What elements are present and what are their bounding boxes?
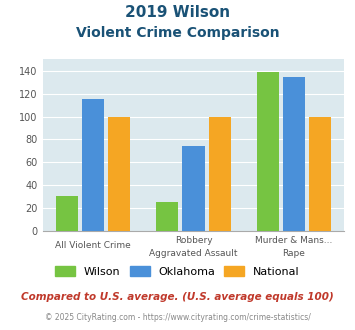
Bar [56,196,78,231]
Text: Robbery: Robbery [175,236,212,245]
Bar [257,72,279,231]
Legend: Wilson, Oklahoma, National: Wilson, Oklahoma, National [51,261,304,281]
Bar [108,116,130,231]
Text: © 2025 CityRating.com - https://www.cityrating.com/crime-statistics/: © 2025 CityRating.com - https://www.city… [45,314,310,322]
Bar [208,116,231,231]
Bar [309,116,331,231]
Bar [283,77,305,231]
Text: Aggravated Assault: Aggravated Assault [149,249,238,258]
Text: All Violent Crime: All Violent Crime [55,241,131,250]
Text: Murder & Mans...: Murder & Mans... [255,236,333,245]
Text: Compared to U.S. average. (U.S. average equals 100): Compared to U.S. average. (U.S. average … [21,292,334,302]
Bar [156,202,178,231]
Text: 2019 Wilson: 2019 Wilson [125,5,230,20]
Text: Violent Crime Comparison: Violent Crime Comparison [76,26,279,40]
Bar [82,99,104,231]
Text: Rape: Rape [283,249,306,258]
Bar [182,146,204,231]
